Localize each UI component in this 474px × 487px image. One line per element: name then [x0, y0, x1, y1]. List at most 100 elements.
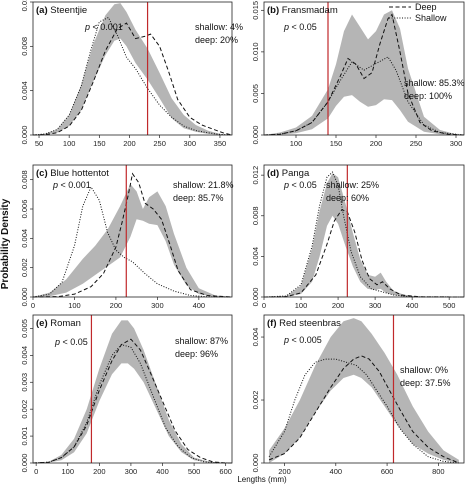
- y-tick-label: 0.000: [20, 454, 29, 473]
- y-tick-label: 0.005: [251, 84, 260, 103]
- p-threshold: < 0.05: [60, 337, 88, 347]
- panel-title: (e) Roman: [36, 318, 81, 329]
- species-name: Red steenbras: [279, 318, 341, 329]
- x-tick-label: 100: [63, 139, 76, 148]
- x-tick-label: 350: [214, 139, 227, 148]
- p-symbol: p: [52, 180, 58, 190]
- y-tick-label: 0.015: [251, 1, 260, 20]
- x-tick-label: 500: [443, 301, 456, 310]
- p-value-label: p < 0.001: [52, 180, 91, 190]
- y-tick-label: 0.000: [251, 288, 260, 307]
- stat-line: shallow: 4%: [195, 22, 243, 32]
- x-tick-label: 100: [290, 139, 303, 148]
- x-tick-label: 0: [262, 301, 266, 310]
- confidence-band: [33, 3, 232, 135]
- panel-letter: (e): [36, 318, 50, 329]
- panel-frame: [263, 1, 465, 136]
- stat-line: shallow: 0%: [400, 365, 448, 375]
- p-symbol: p: [283, 335, 289, 345]
- y-tick-label: 0.006: [20, 200, 29, 219]
- x-tick-label: 400: [193, 301, 206, 310]
- panel-e: 0 100 200 300 400 500 600 0.000 0.001 0.002 0.003 0…: [20, 314, 233, 476]
- p-value-label: p < 0.05: [54, 337, 88, 347]
- p-threshold: < 0.005: [289, 335, 322, 345]
- x-tick-label: 150: [330, 139, 343, 148]
- panel-letter: (f): [267, 318, 279, 329]
- series-line-deep: [263, 13, 465, 136]
- panel-title: (d) Panga: [267, 168, 310, 179]
- x-tick-label: 0: [34, 467, 38, 476]
- x-tick-label: 300: [450, 139, 463, 148]
- legend-label-shallow: Shallow: [415, 13, 447, 23]
- series-line-deep: [268, 355, 460, 464]
- x-tick-label: 400: [330, 467, 343, 476]
- x-tick-label: 200: [370, 139, 383, 148]
- x-axis-label: Lengths (mm): [237, 475, 287, 484]
- x-tick-label: 100: [61, 467, 74, 476]
- panel-frame: [32, 164, 233, 298]
- x-tick-label: 400: [406, 301, 419, 310]
- stat-line: shallow: 85.3%: [404, 78, 465, 88]
- y-tick-label: 0.008: [20, 170, 29, 189]
- stat-line: deep: 60%: [326, 193, 369, 203]
- y-tick-label: 0.008: [251, 206, 260, 225]
- panel-frame: [32, 1, 233, 136]
- confidence-band: [33, 320, 232, 463]
- x-tick-label: 200: [123, 139, 136, 148]
- stat-line: deep: 100%: [404, 91, 452, 101]
- y-axis-label: Probability Density: [0, 198, 11, 289]
- x-tick-label: 200: [332, 301, 345, 310]
- x-tick-label: 300: [125, 467, 138, 476]
- series-line-deep: [263, 209, 465, 298]
- p-value-label: p < 0.05: [283, 22, 317, 32]
- series-line-shallow: [32, 16, 233, 136]
- panel-letter: (b): [267, 5, 282, 16]
- p-symbol: p: [54, 337, 60, 347]
- x-tick-label: 200: [110, 301, 123, 310]
- x-tick-label: 300: [151, 301, 164, 310]
- stat-line: deep: 85.7%: [173, 193, 224, 203]
- p-symbol: p: [283, 22, 289, 32]
- p-value-label: p < 0.001: [84, 22, 123, 32]
- confidence-band: [264, 173, 464, 297]
- panel-frame: [263, 164, 465, 298]
- x-tick-label: 250: [153, 139, 166, 148]
- y-tick-label: 0.004: [251, 247, 260, 266]
- panel-letter: (d): [267, 168, 282, 179]
- x-tick-label: 0: [31, 301, 35, 310]
- series-line-deep: [32, 22, 233, 136]
- x-tick-label: 50: [35, 139, 43, 148]
- y-tick-label: 0.004: [20, 81, 29, 100]
- p-threshold: < 0.001: [90, 22, 123, 32]
- p-threshold: < 0.05: [289, 180, 317, 190]
- stat-line: shallow: 25%: [326, 180, 379, 190]
- x-tick-label: 400: [156, 467, 169, 476]
- p-value-label: p < 0.005: [283, 335, 322, 345]
- species-name: Roman: [50, 318, 81, 329]
- y-tick-label: 0.002: [251, 391, 260, 410]
- x-tick-label: 300: [184, 139, 197, 148]
- panel-d: 0 100 200 300 400 500 0.000 0.004 0.008 0.012 (d) …: [251, 164, 465, 310]
- panel-a: 50 100 150 200 250 300 350 0.000 0.004 0.008 0.012…: [20, 0, 243, 148]
- panel-letter: (c): [36, 168, 50, 179]
- y-tick-label: 0.000: [20, 288, 29, 307]
- y-tick-label: 0.004: [20, 346, 29, 365]
- y-tick-label: 0.005: [20, 319, 29, 338]
- panel-b: 100 150 200 250 300 0.000 0.005 0.010 0.015 (b) F…: [251, 1, 465, 148]
- x-tick-label: 300: [369, 301, 382, 310]
- y-tick-label: 0.004: [20, 229, 29, 248]
- y-tick-label: 0.008: [20, 37, 29, 56]
- confidence-band: [33, 184, 232, 297]
- x-tick-label: 250: [410, 139, 423, 148]
- panel-title: (f) Red steenbras: [267, 318, 341, 329]
- confidence-band: [269, 318, 459, 463]
- y-tick-label: 0.012: [20, 0, 29, 11]
- y-tick-label: 0.000: [251, 126, 260, 145]
- confidence-band: [264, 10, 464, 135]
- p-symbol: p: [84, 22, 90, 32]
- y-tick-label: 0.003: [20, 373, 29, 392]
- x-tick-label: 200: [93, 467, 106, 476]
- x-tick-label: 100: [68, 301, 81, 310]
- p-threshold: < 0.001: [58, 180, 91, 190]
